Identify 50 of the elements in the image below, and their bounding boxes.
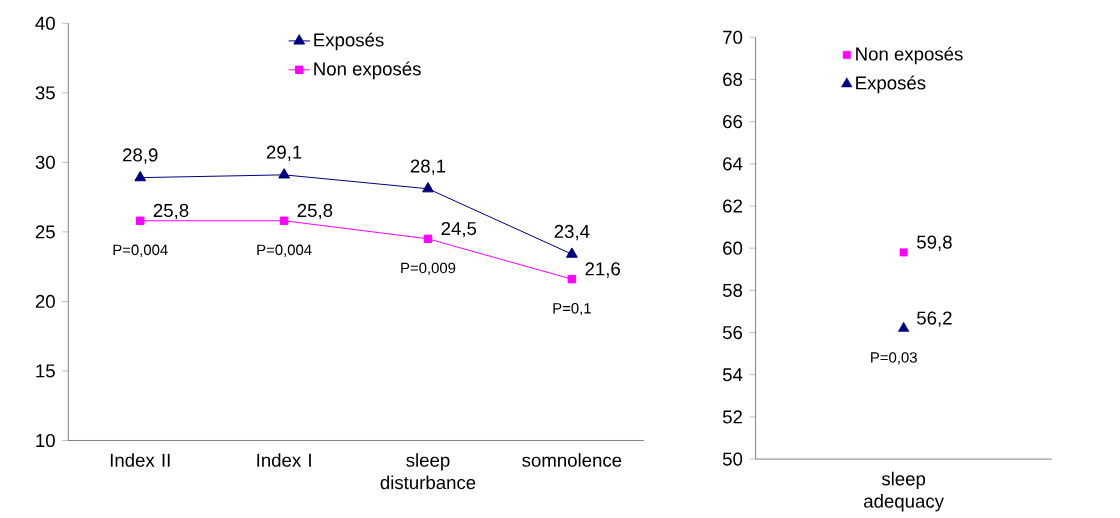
x-tick-label: sleep disturbance [380, 453, 476, 490]
data-label: 24,5 [441, 222, 477, 238]
y-tick-label: 68 [723, 72, 743, 87]
y-tick-label: 20 [35, 294, 55, 309]
point [423, 234, 433, 244]
point [422, 182, 434, 193]
legend-label: Exposés [856, 75, 926, 94]
point [566, 247, 578, 258]
y-tick-label: 30 [35, 155, 55, 170]
y-tick-label: 35 [35, 86, 55, 100]
point [278, 168, 290, 179]
y-tick-label: 60 [723, 241, 743, 255]
data-label: 28,9 [123, 148, 158, 164]
data-label: 23,4 [554, 224, 590, 241]
x-tick-label: Index II [110, 453, 170, 467]
data-label: 21,6 [585, 262, 620, 278]
legend-label: Non exposés [856, 46, 963, 65]
point [134, 171, 147, 182]
annotation: P=0,1 [553, 303, 591, 316]
y-tick-label: 50 [722, 452, 743, 466]
x-tick-label: Index I [257, 453, 311, 467]
x-tick-label: somnolence [522, 453, 622, 467]
y-tick-label: 66 [723, 115, 743, 129]
y-tick-label: 10 [36, 434, 55, 448]
point [279, 216, 289, 226]
y-tick-label: 64 [723, 157, 743, 171]
data-label: 28,1 [410, 159, 446, 176]
x-tick-label: sleep adequacy [864, 471, 944, 512]
y-tick-label: 70 [723, 30, 743, 44]
y-tick-label: 62 [723, 199, 742, 213]
data-label: 29,1 [266, 145, 302, 162]
annotation: P=0,004 [113, 244, 168, 258]
annotation: P=0,004 [257, 244, 312, 258]
y-tick-label: 54 [722, 368, 743, 382]
point [567, 275, 577, 284]
data-label: 25,8 [297, 204, 333, 220]
point [136, 216, 145, 226]
y-tick-label: 58 [722, 283, 743, 298]
y-tick-label: 15 [36, 364, 55, 378]
y-tick-label: 52 [722, 410, 742, 424]
data-label: 56,2 [917, 311, 952, 327]
y-tick-label: 40 [35, 16, 55, 31]
legend-label: Exposés [314, 32, 384, 51]
annotation: P=0,03 [871, 352, 917, 365]
data-label: 59,8 [917, 235, 952, 252]
legend-label: Non exposés [314, 61, 421, 80]
data-label: 25,8 [153, 204, 189, 220]
y-tick-label: 56 [722, 326, 743, 340]
annotation: P=0,009 [401, 262, 456, 276]
y-tick-label: 25 [35, 225, 55, 239]
